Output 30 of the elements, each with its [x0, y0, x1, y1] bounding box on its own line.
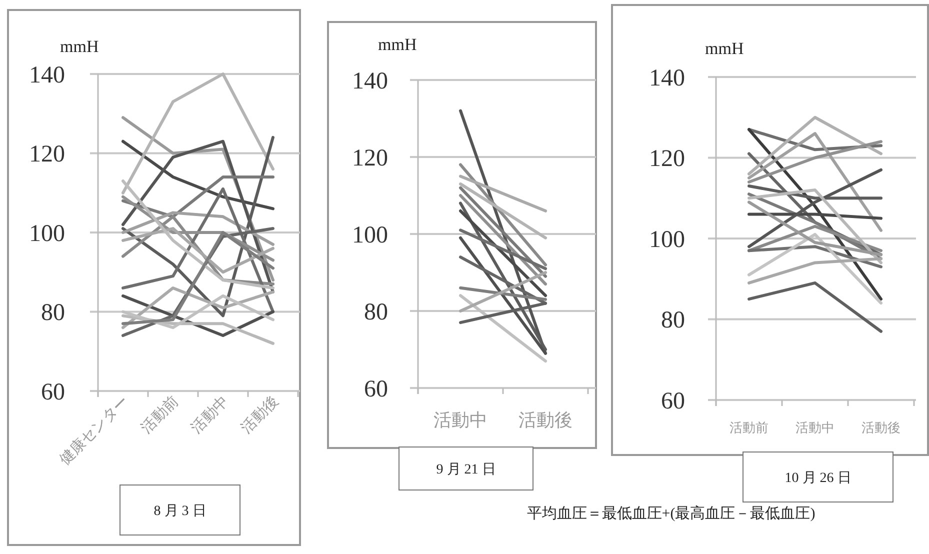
y-tick-label: 120 — [29, 142, 65, 168]
x-tick-label: 活動前 — [730, 421, 768, 436]
text: 9 月 21 日 — [436, 462, 496, 478]
y-tick-label: 100 — [649, 226, 685, 253]
y-axis-title: mmH — [60, 37, 99, 56]
y-tick-label: 60 — [364, 376, 388, 402]
y-tick-label: 120 — [352, 145, 388, 172]
y-tick-label: 60 — [41, 379, 65, 406]
x-tick-label: 活動後 — [862, 421, 900, 436]
y-tick-label: 80 — [364, 299, 388, 326]
y-tick-label: 140 — [352, 68, 388, 94]
y-tick-label: 80 — [661, 308, 685, 334]
y-tick-label: 100 — [29, 220, 65, 247]
y-tick-label: 120 — [649, 146, 685, 172]
y-tick-label: 100 — [352, 222, 388, 248]
x-tick-label: 活動中 — [187, 392, 232, 437]
y-tick-label: 60 — [661, 388, 685, 414]
x-tick-label: 活動中 — [434, 410, 488, 431]
x-tick-label: 活動後 — [237, 392, 282, 437]
text: 平均血圧＝最低血圧+(最高血圧－最低血圧) — [526, 505, 816, 522]
y-axis-title: mmH — [378, 35, 417, 54]
y-tick-label: 140 — [649, 65, 685, 92]
text: 8 月 3 日 — [154, 504, 206, 519]
text: 10 月 26 日 — [784, 470, 852, 486]
y-axis-title: mmH — [705, 39, 744, 58]
y-tick-label: 140 — [29, 62, 65, 88]
x-tick-label: 活動前 — [137, 392, 182, 437]
y-tick-label: 80 — [41, 300, 65, 326]
x-tick-label: 活動中 — [796, 421, 834, 436]
x-tick-label: 活動後 — [518, 410, 572, 431]
